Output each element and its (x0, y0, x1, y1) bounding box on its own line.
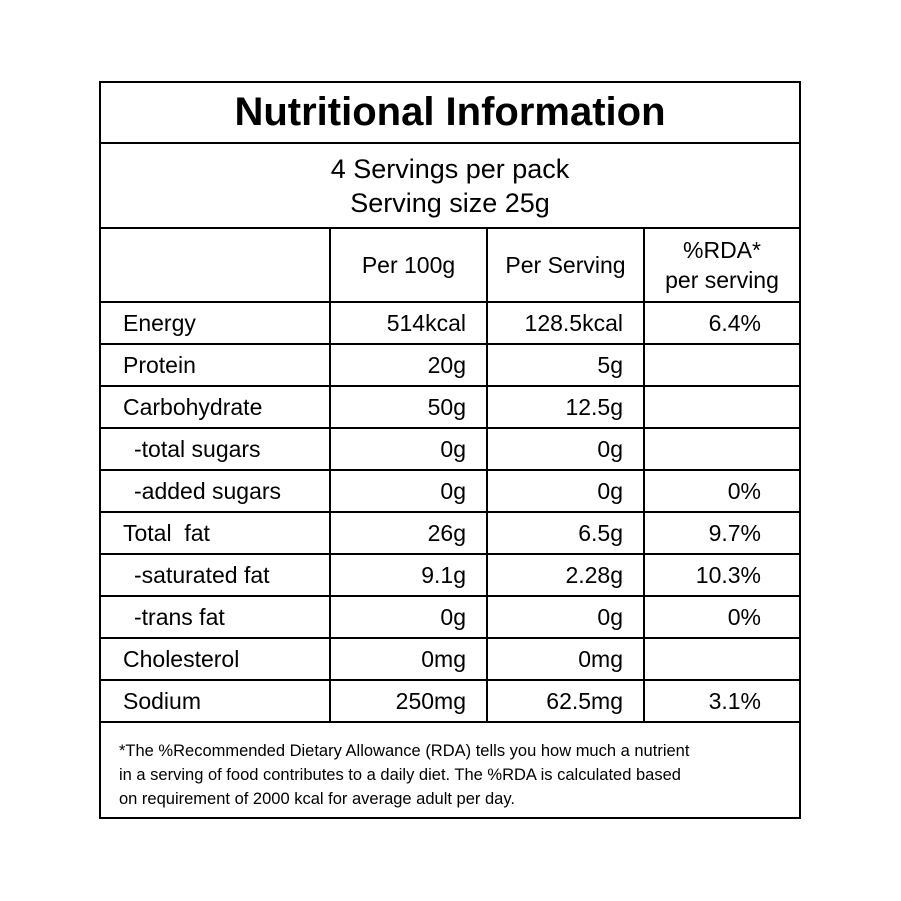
nutrient-name: -added sugars (101, 470, 330, 513)
table-row: Protein 20g 5g (101, 344, 799, 387)
value-rda (643, 344, 799, 387)
table-row: Total fat 26g 6.5g 9.7% (101, 512, 799, 555)
table-row: -added sugars 0g 0g 0% (101, 470, 799, 513)
value-per-100g: 0mg (329, 638, 487, 681)
table-header-row: Per 100g Per Serving %RDA* per serving (101, 229, 799, 303)
table-row: Sodium 250mg 62.5mg 3.1% (101, 680, 799, 723)
nutrient-name: -total sugars (101, 428, 330, 471)
nutrient-name: Sodium (101, 680, 330, 723)
table-row: Carbohydrate 50g 12.5g (101, 386, 799, 429)
value-per-serving: 5g (486, 344, 644, 387)
value-rda: 9.7% (643, 512, 799, 555)
nutrient-name: Total fat (101, 512, 330, 555)
value-per-serving: 2.28g (486, 554, 644, 597)
table-row: Cholesterol 0mg 0mg (101, 638, 799, 681)
header-nutrient (101, 229, 330, 303)
value-per-100g: 250mg (329, 680, 487, 723)
nutrient-name: Carbohydrate (101, 386, 330, 429)
table-row: -total sugars 0g 0g (101, 428, 799, 471)
header-rda: %RDA* per serving (643, 229, 799, 303)
nutrient-name: Protein (101, 344, 330, 387)
header-rda-line2: per serving (665, 267, 779, 293)
table-row: Energy 514kcal 128.5kcal 6.4% (101, 302, 799, 345)
value-rda: 0% (643, 470, 799, 513)
serving-info: 4 Servings per pack Serving size 25g (101, 144, 799, 229)
nutrient-name: Energy (101, 302, 330, 345)
value-per-100g: 26g (329, 512, 487, 555)
header-per-100g: Per 100g (329, 229, 487, 303)
value-per-100g: 20g (329, 344, 487, 387)
nutrition-panel: Nutritional Information 4 Servings per p… (99, 81, 801, 819)
value-rda: 6.4% (643, 302, 799, 345)
footnote-line: in a serving of food contributes to a da… (119, 766, 681, 784)
value-per-100g: 0g (329, 428, 487, 471)
value-rda: 10.3% (643, 554, 799, 597)
value-rda: 3.1% (643, 680, 799, 723)
nutrition-table: Per 100g Per Serving %RDA* per serving E… (101, 229, 799, 723)
servings-per-pack: 4 Servings per pack (330, 154, 570, 184)
value-per-100g: 514kcal (329, 302, 487, 345)
value-per-100g: 9.1g (329, 554, 487, 597)
value-per-serving: 62.5mg (486, 680, 644, 723)
footnote-line: *The %Recommended Dietary Allowance (RDA… (119, 742, 690, 760)
value-per-serving: 0g (486, 470, 644, 513)
serving-size: Serving size 25g (350, 188, 550, 218)
value-per-serving: 0g (486, 428, 644, 471)
nutrient-name: -saturated fat (101, 554, 330, 597)
value-per-serving: 0mg (486, 638, 644, 681)
footnote-line: on requirement of 2000 kcal for average … (119, 790, 515, 808)
table-row: -saturated fat 9.1g 2.28g 10.3% (101, 554, 799, 597)
value-rda: 0% (643, 596, 799, 639)
value-per-serving: 6.5g (486, 512, 644, 555)
table-row: -trans fat 0g 0g 0% (101, 596, 799, 639)
header-per-serving: Per Serving (486, 229, 644, 303)
value-per-serving: 0g (486, 596, 644, 639)
header-rda-line1: %RDA* (683, 237, 761, 263)
nutrient-name: Cholesterol (101, 638, 330, 681)
value-per-100g: 0g (329, 596, 487, 639)
value-per-100g: 50g (329, 386, 487, 429)
nutrient-name: -trans fat (101, 596, 330, 639)
rda-footnote: *The %Recommended Dietary Allowance (RDA… (101, 723, 799, 811)
value-per-serving: 12.5g (486, 386, 644, 429)
panel-title: Nutritional Information (101, 83, 799, 144)
value-per-100g: 0g (329, 470, 487, 513)
value-per-serving: 128.5kcal (486, 302, 644, 345)
value-rda (643, 428, 799, 471)
value-rda (643, 638, 799, 681)
value-rda (643, 386, 799, 429)
